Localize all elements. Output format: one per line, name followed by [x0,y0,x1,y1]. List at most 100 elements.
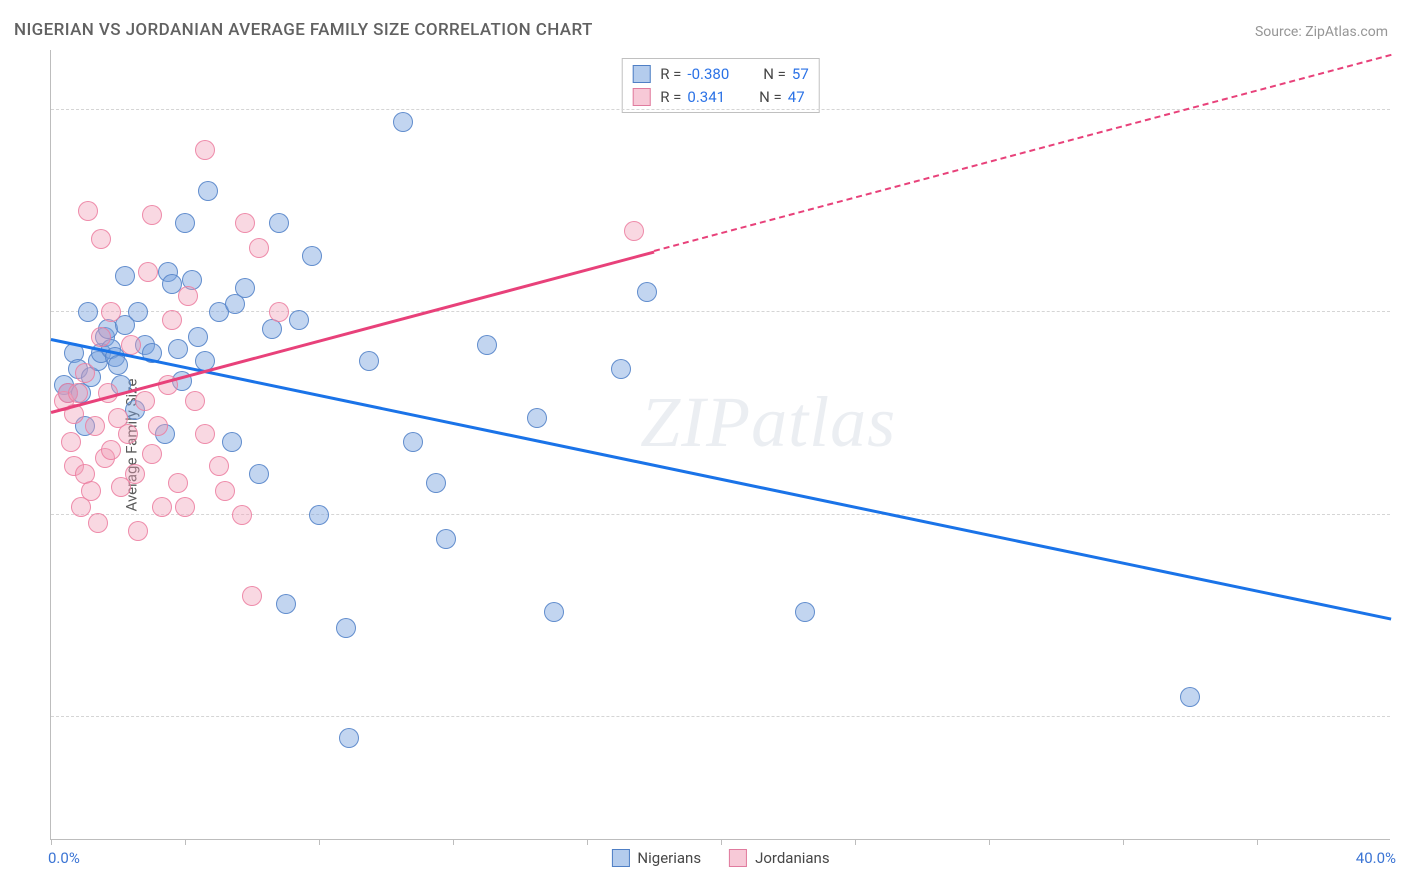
stat-r-value: 0.341 [687,86,725,109]
x-tick [185,839,186,845]
x-tick [51,839,52,845]
data-point [108,355,128,375]
data-point [436,529,456,549]
x-tick [319,839,320,845]
data-point [403,432,423,452]
data-point [101,440,121,460]
data-point [115,266,135,286]
x-tick [855,839,856,845]
x-tick [721,839,722,845]
data-point [91,327,111,347]
stats-row-nigerians: R = -0.380 N = 57 [632,63,809,86]
x-tick [587,839,588,845]
data-point [269,302,289,322]
x-tick [453,839,454,845]
data-point [128,521,148,541]
x-tick [1257,839,1258,845]
x-axis-max-label: 40.0% [1356,849,1396,867]
data-point [359,351,379,371]
grid-line [51,716,1390,717]
data-point [195,424,215,444]
data-point [426,473,446,493]
series-legend: Nigerians Jordanians [611,849,829,867]
stats-legend-box: R = -0.380 N = 57 R = 0.341 N = 47 [621,58,820,113]
data-point [88,513,108,533]
chart-title: NIGERIAN VS JORDANIAN AVERAGE FAMILY SIZ… [14,20,593,40]
data-point [242,586,262,606]
data-point [85,416,105,436]
data-point [121,335,141,355]
data-point [393,112,413,132]
data-point [78,201,98,221]
data-point [309,505,329,525]
data-point [135,391,155,411]
chart-container: NIGERIAN VS JORDANIAN AVERAGE FAMILY SIZ… [0,0,1406,892]
data-point [78,302,98,322]
stat-r-label: R = [660,86,681,109]
data-point [101,302,121,322]
data-point [215,481,235,501]
data-point [188,327,208,347]
data-point [544,602,564,622]
source-attribution: Source: ZipAtlas.com [1255,24,1388,40]
data-point [148,416,168,436]
swatch-blue-icon [611,849,629,867]
data-point [185,391,205,411]
stat-n-label: N = [763,63,786,86]
data-point [336,618,356,638]
data-point [128,302,148,322]
data-point [175,497,195,517]
swatch-pink-icon [632,88,650,106]
data-point [209,456,229,476]
stat-r-label: R = [660,63,681,86]
data-point [477,335,497,355]
data-point [125,464,145,484]
data-point [175,213,195,233]
data-point [142,205,162,225]
data-point [168,473,188,493]
data-point [249,464,269,484]
data-point [81,481,101,501]
data-point [68,383,88,403]
data-point [178,286,198,306]
legend-item-jordanians: Jordanians [729,849,830,867]
data-point [339,728,359,748]
data-point [637,282,657,302]
data-point [168,339,188,359]
data-point [795,602,815,622]
data-point [611,359,631,379]
stat-r-value: -0.380 [687,63,729,86]
x-tick [989,839,990,845]
data-point [222,432,242,452]
legend-label: Nigerians [637,849,701,867]
x-axis-min-label: 0.0% [48,849,80,867]
swatch-blue-icon [632,65,650,83]
data-point [198,181,218,201]
data-point [75,363,95,383]
data-point [276,594,296,614]
grid-line [51,311,1390,312]
data-point [61,432,81,452]
plot-area: ZIPatlas Average Family Size R = -0.380 … [50,50,1390,840]
data-point [289,310,309,330]
data-point [142,444,162,464]
data-point [152,497,172,517]
data-point [195,140,215,160]
data-point [162,310,182,330]
data-point [118,424,138,444]
data-point [235,278,255,298]
data-point [1180,687,1200,707]
data-point [269,213,289,233]
data-point [235,213,255,233]
data-point [624,221,644,241]
stat-n-value: 57 [792,63,809,86]
legend-label: Jordanians [755,849,830,867]
data-point [527,408,547,428]
legend-item-nigerians: Nigerians [611,849,701,867]
data-point [232,505,252,525]
x-tick [1123,839,1124,845]
stat-n-value: 47 [788,86,805,109]
swatch-pink-icon [729,849,747,867]
stats-row-jordanians: R = 0.341 N = 47 [632,86,809,109]
data-point [91,229,111,249]
